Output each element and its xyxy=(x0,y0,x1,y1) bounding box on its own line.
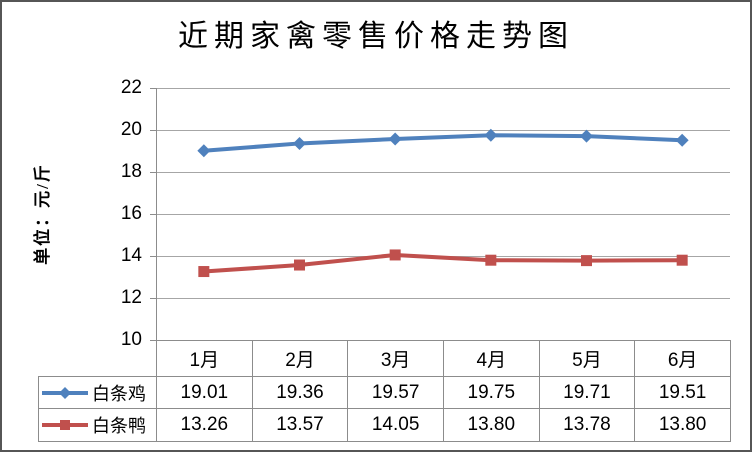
y-tick-label: 18 xyxy=(120,161,142,182)
diamond-marker xyxy=(388,132,402,146)
chicken-series-marker-icon xyxy=(42,386,88,400)
square-marker xyxy=(198,266,210,278)
square-marker xyxy=(676,254,688,266)
month-header: 3月 xyxy=(347,340,444,377)
square-marker xyxy=(581,255,592,267)
table-row-chicken: 白条鸡 19.01 19.36 19.57 19.75 19.71 19.51 xyxy=(38,376,731,409)
value-cell: 19.71 xyxy=(538,376,636,409)
y-tick-label: 16 xyxy=(120,203,142,224)
month-header: 6月 xyxy=(634,340,731,377)
month-header: 4月 xyxy=(442,340,540,377)
y-tick-label: 12 xyxy=(120,287,142,308)
value-cell: 19.01 xyxy=(156,376,253,409)
month-header: 2月 xyxy=(251,340,349,377)
month-header: 1月 xyxy=(156,340,253,377)
series-label: 白条鸡 xyxy=(92,383,146,404)
square-marker xyxy=(485,254,497,266)
diamond-marker xyxy=(293,136,306,150)
legend-item-duck: 白条鸭 xyxy=(38,408,157,442)
series-line xyxy=(203,252,683,274)
value-cell: 13.80 xyxy=(442,408,540,442)
data-table: 1月 2月 3月 4月 5月 6月 白条鸡 19.01 19.36 19.57 … xyxy=(38,340,731,442)
month-header: 5月 xyxy=(538,340,636,377)
series-白条鸡 xyxy=(197,128,689,158)
value-cell: 13.78 xyxy=(538,408,636,442)
y-tick-label: 20 xyxy=(120,119,142,140)
square-marker xyxy=(294,259,305,271)
value-cell: 19.36 xyxy=(251,376,349,409)
value-cell: 14.05 xyxy=(347,408,444,442)
table-spacer xyxy=(39,341,157,377)
diamond-marker xyxy=(675,133,689,147)
diamond-marker xyxy=(484,128,498,142)
legend-item-chicken: 白条鸡 xyxy=(38,376,157,409)
chart-title: 近期家禽零售价格走势图 xyxy=(178,20,574,53)
value-cell: 19.51 xyxy=(634,376,731,409)
value-cell: 19.75 xyxy=(442,376,540,409)
value-cell: 13.80 xyxy=(634,408,731,442)
table-row-duck: 白条鸭 13.26 13.57 14.05 13.80 13.78 13.80 xyxy=(38,408,731,442)
diamond-marker xyxy=(59,386,71,399)
value-cell: 13.57 xyxy=(251,408,349,442)
month-header-row: 1月 2月 3月 4月 5月 6月 xyxy=(39,340,731,377)
series-line xyxy=(203,133,683,153)
duck-series-marker-icon xyxy=(42,418,88,432)
diamond-marker xyxy=(580,129,593,143)
series-label: 白条鸭 xyxy=(92,416,146,436)
value-cell: 19.57 xyxy=(347,376,444,409)
y-tick-label: 10 xyxy=(120,329,142,350)
y-tick-label: 14 xyxy=(120,245,142,266)
series-白条鸭 xyxy=(198,249,688,278)
diamond-marker xyxy=(197,144,211,158)
square-marker xyxy=(60,420,70,430)
value-cell: 13.26 xyxy=(156,408,253,442)
y-tick-label: 22 xyxy=(120,77,142,98)
square-marker xyxy=(389,249,401,261)
